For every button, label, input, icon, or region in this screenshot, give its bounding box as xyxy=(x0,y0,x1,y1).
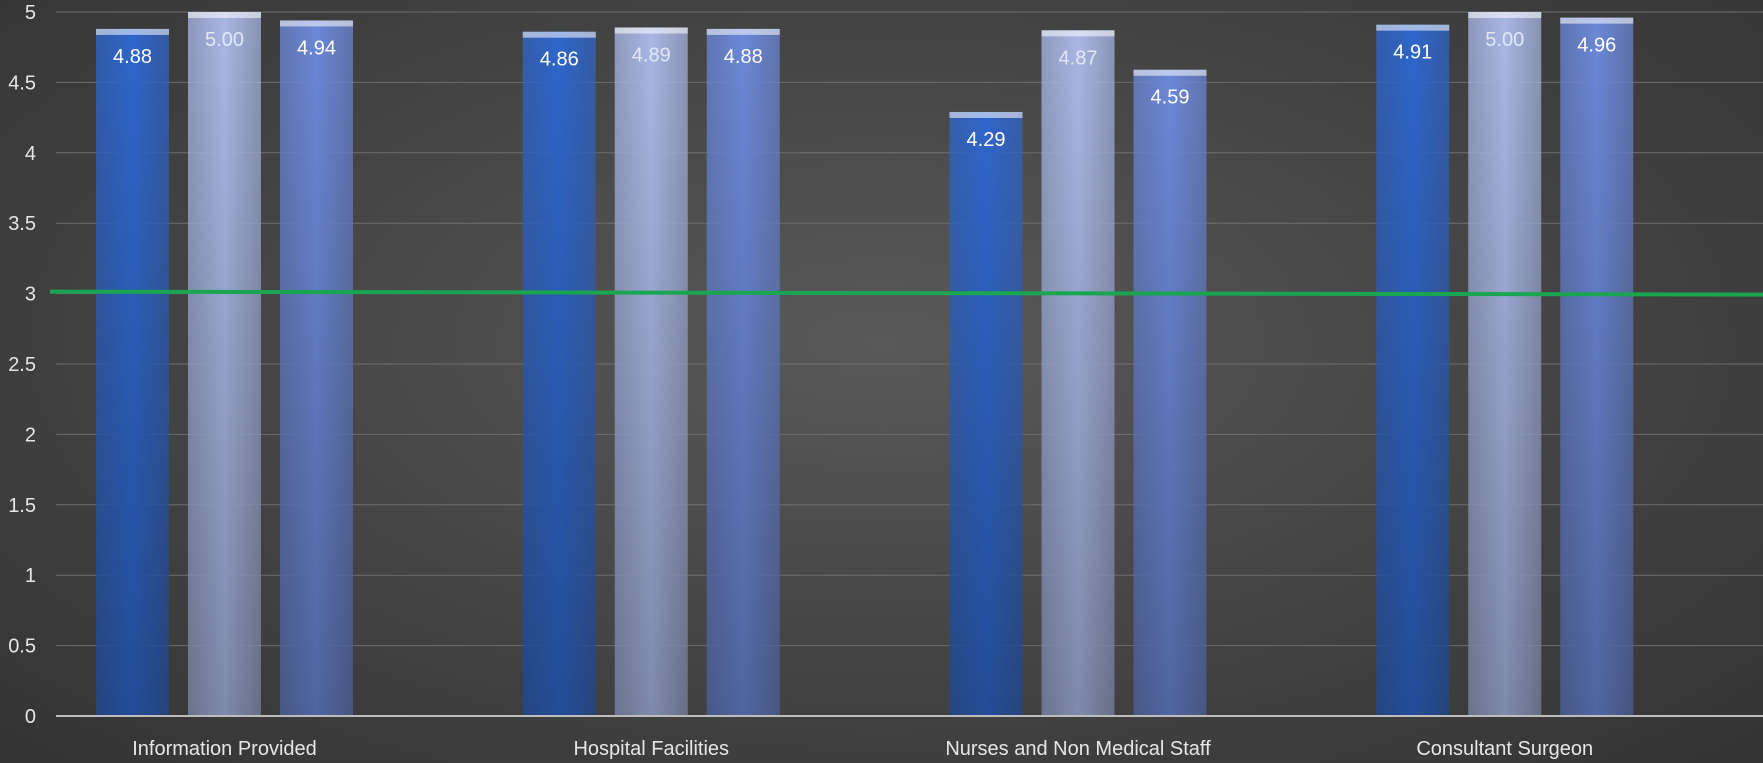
bar-top-highlight xyxy=(1133,69,1207,76)
bar-top-highlight xyxy=(1468,12,1542,18)
bar-shade xyxy=(949,111,1023,716)
x-axis: Information Provided Hospital Facilities N… xyxy=(56,715,1763,760)
y-tick-label: 4 xyxy=(25,143,36,165)
bar-shade xyxy=(1560,17,1634,716)
x-tick-label: Hospital Facilities xyxy=(573,738,729,760)
data-label: 4.91 xyxy=(1393,42,1432,64)
data-label: 4.94 xyxy=(297,37,336,59)
bar-shade xyxy=(96,28,169,717)
bar-shade xyxy=(614,27,688,717)
y-tick-label: 0 xyxy=(25,706,36,728)
data-label: 4.88 xyxy=(113,46,152,68)
data-label: 4.96 xyxy=(1577,35,1616,57)
data-label: 4.29 xyxy=(967,129,1006,151)
bar-top-highlight xyxy=(188,12,261,18)
data-label: 5.00 xyxy=(205,29,244,51)
x-tick-label: Nurses and Non Medical Staff xyxy=(945,738,1211,760)
y-tick-label: 3 xyxy=(25,284,36,306)
bar-shade xyxy=(1133,69,1207,716)
y-tick-label: 4.5 xyxy=(8,72,36,94)
data-label: 4.86 xyxy=(540,49,579,71)
reference-line-group xyxy=(49,289,1763,297)
bar-top-highlight xyxy=(96,28,169,35)
bar-top-highlight xyxy=(1376,24,1450,31)
bar-top-highlight xyxy=(522,31,596,38)
y-tick-label: 1.5 xyxy=(8,495,36,517)
y-axis: 0 0.5 1 1.5 2 2.5 3 3.5 4 4.5 5 xyxy=(8,2,36,728)
data-label: 4.89 xyxy=(632,44,671,66)
bar-shade xyxy=(1041,30,1115,716)
bar-top-highlight xyxy=(1560,17,1634,24)
bar-top-highlight xyxy=(280,20,353,27)
bar-shade xyxy=(706,28,780,717)
data-label: 5.00 xyxy=(1485,29,1524,51)
y-tick-label: 0.5 xyxy=(8,636,36,658)
data-label: 4.88 xyxy=(724,46,763,68)
bars xyxy=(96,12,1634,717)
x-tick-label: Information Provided xyxy=(132,738,317,760)
bar-top-highlight xyxy=(614,27,688,34)
y-tick-label: 5 xyxy=(25,2,36,24)
bar-top-highlight xyxy=(706,28,780,35)
bar-top-highlight xyxy=(1041,30,1115,37)
y-tick-label: 1 xyxy=(25,565,36,587)
bar-top-highlight xyxy=(949,111,1023,118)
data-label: 4.87 xyxy=(1059,47,1098,69)
data-labels: 4.88 5.00 4.94 4.86 4.89 4.88 4.29 4.87 4.59 4.91… xyxy=(113,29,1616,151)
data-label: 4.59 xyxy=(1151,87,1190,109)
reference-line xyxy=(49,289,1763,297)
bar-shade xyxy=(1468,12,1542,716)
bar-shade xyxy=(188,12,261,716)
x-tick-label: Consultant Surgeon xyxy=(1416,738,1593,760)
y-tick-label: 3.5 xyxy=(8,213,36,235)
y-tick-label: 2.5 xyxy=(8,354,36,376)
bar-shade xyxy=(280,20,353,717)
bar-shade xyxy=(1376,24,1450,717)
bar-shade xyxy=(522,31,596,717)
y-tick-label: 2 xyxy=(25,424,36,446)
